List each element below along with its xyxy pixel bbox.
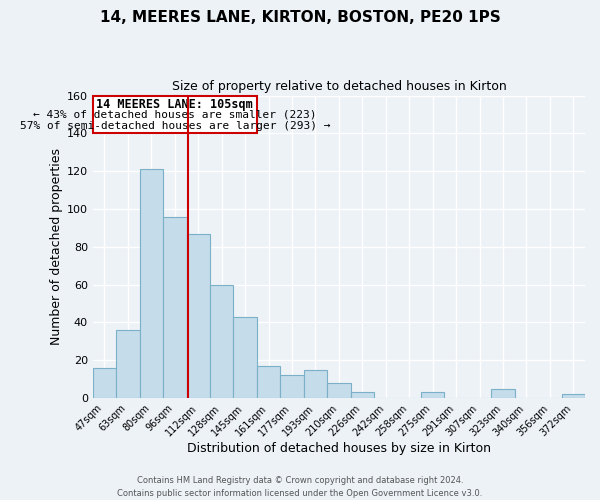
Bar	[187, 234, 210, 398]
Bar	[210, 284, 233, 398]
Bar	[491, 388, 515, 398]
Bar	[280, 376, 304, 398]
Y-axis label: Number of detached properties: Number of detached properties	[50, 148, 62, 346]
Title: Size of property relative to detached houses in Kirton: Size of property relative to detached ho…	[172, 80, 506, 93]
Bar	[163, 216, 187, 398]
Bar	[562, 394, 585, 398]
Bar	[421, 392, 445, 398]
FancyBboxPatch shape	[93, 96, 257, 134]
Text: 57% of semi-detached houses are larger (293) →: 57% of semi-detached houses are larger (…	[20, 121, 330, 131]
Bar	[140, 170, 163, 398]
Text: 14, MEERES LANE, KIRTON, BOSTON, PE20 1PS: 14, MEERES LANE, KIRTON, BOSTON, PE20 1P…	[100, 10, 500, 25]
Bar	[257, 366, 280, 398]
Text: Contains HM Land Registry data © Crown copyright and database right 2024.
Contai: Contains HM Land Registry data © Crown c…	[118, 476, 482, 498]
X-axis label: Distribution of detached houses by size in Kirton: Distribution of detached houses by size …	[187, 442, 491, 455]
Bar	[233, 316, 257, 398]
Bar	[93, 368, 116, 398]
Text: 14 MEERES LANE: 105sqm: 14 MEERES LANE: 105sqm	[97, 98, 253, 112]
Bar	[327, 383, 350, 398]
Bar	[116, 330, 140, 398]
Bar	[350, 392, 374, 398]
Bar	[304, 370, 327, 398]
Text: ← 43% of detached houses are smaller (223): ← 43% of detached houses are smaller (22…	[33, 110, 317, 120]
